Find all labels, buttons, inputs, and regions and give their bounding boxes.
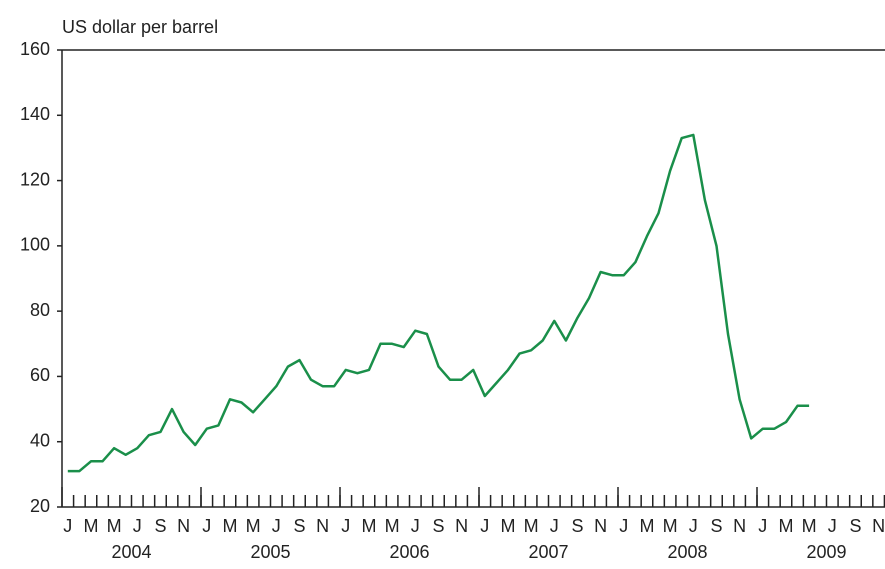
month-label: M <box>802 516 817 536</box>
month-label: N <box>872 516 885 536</box>
month-label: M <box>107 516 122 536</box>
month-label: N <box>594 516 607 536</box>
month-label: J <box>689 516 698 536</box>
month-label: N <box>455 516 468 536</box>
month-label: J <box>828 516 837 536</box>
month-label: M <box>222 516 237 536</box>
month-label: J <box>341 516 350 536</box>
y-tick-label: 60 <box>30 365 50 385</box>
month-label: M <box>524 516 539 536</box>
year-label: 2008 <box>667 542 707 562</box>
month-label: J <box>619 516 628 536</box>
month-label: S <box>710 516 722 536</box>
month-label: M <box>663 516 678 536</box>
month-label: M <box>778 516 793 536</box>
y-tick-label: 40 <box>30 430 50 450</box>
month-label: J <box>133 516 142 536</box>
month-label: J <box>202 516 211 536</box>
month-label: S <box>293 516 305 536</box>
month-label: S <box>154 516 166 536</box>
month-label: S <box>571 516 583 536</box>
y-tick-label: 120 <box>20 169 50 189</box>
month-label: J <box>550 516 559 536</box>
y-tick-label: 140 <box>20 104 50 124</box>
year-label: 2007 <box>528 542 568 562</box>
month-label: M <box>385 516 400 536</box>
month-label: S <box>432 516 444 536</box>
month-label: N <box>316 516 329 536</box>
month-label: J <box>63 516 72 536</box>
year-label: 2004 <box>111 542 151 562</box>
month-label: J <box>480 516 489 536</box>
month-label: J <box>272 516 281 536</box>
month-label: M <box>639 516 654 536</box>
month-label: M <box>500 516 515 536</box>
y-tick-label: 100 <box>20 235 50 255</box>
y-tick-label: 160 <box>20 39 50 59</box>
y-axis-label: US dollar per barrel <box>62 17 218 37</box>
month-label: N <box>733 516 746 536</box>
month-label: M <box>83 516 98 536</box>
y-tick-label: 20 <box>30 496 50 516</box>
month-label: S <box>849 516 861 536</box>
year-label: 2005 <box>250 542 290 562</box>
month-label: M <box>246 516 261 536</box>
month-label: J <box>411 516 420 536</box>
y-tick-label: 80 <box>30 300 50 320</box>
price-line <box>67 133 810 473</box>
year-label: 2009 <box>806 542 846 562</box>
month-label: M <box>361 516 376 536</box>
month-label: N <box>177 516 190 536</box>
year-label: 2006 <box>389 542 429 562</box>
month-label: J <box>758 516 767 536</box>
